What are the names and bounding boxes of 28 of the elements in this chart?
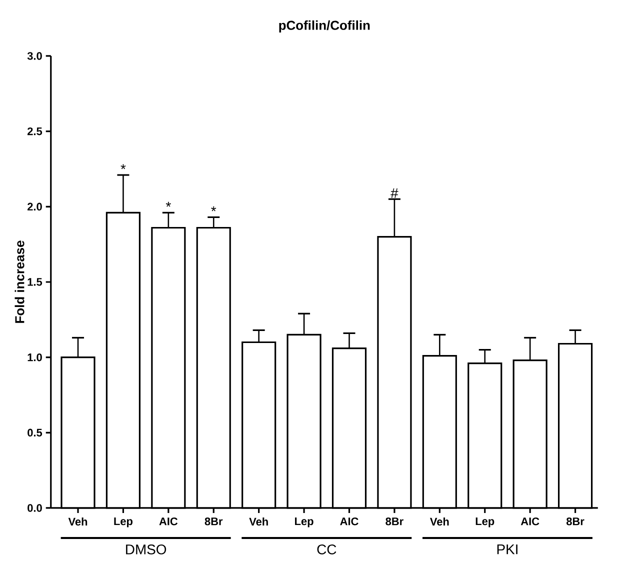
- x-tick-label: 8Br: [566, 518, 584, 526]
- text: DMSO: [126, 544, 166, 554]
- data-label: *: [211, 206, 216, 212]
- x-tick-label: Lep: [295, 518, 314, 528]
- x-tick-label: Lep: [114, 518, 132, 528]
- chart-title: pCofilin/Cofilin: [279, 20, 370, 32]
- y-tick-label: 0.0: [28, 504, 42, 512]
- y-tick-label: 0.5: [28, 428, 42, 437]
- x-tick-label: 8Br: [386, 518, 404, 526]
- y-tick-label: 2.0: [28, 202, 42, 211]
- x-tick-label: AIC: [520, 518, 540, 526]
- data-label: *: [166, 202, 171, 207]
- text: CC: [317, 544, 336, 554]
- x-tick-label: Veh: [430, 518, 449, 526]
- data-label: #: [390, 188, 398, 198]
- x-tick-label: AIC: [159, 518, 178, 526]
- y-tick-label: 1.5: [28, 278, 42, 286]
- x-tick-label: Lep: [476, 518, 494, 528]
- data-label: *: [120, 164, 126, 170]
- x-tick-label: 8Br: [204, 518, 223, 526]
- y-tick-label: 3.0: [27, 52, 42, 60]
- y-axis-title: Fold increase: [14, 240, 24, 323]
- x-tick-label: AIC: [340, 518, 358, 526]
- text: PKI: [497, 544, 518, 554]
- x-tick-label: Veh: [68, 518, 88, 526]
- y-tick-label: 1.0: [28, 353, 42, 362]
- y-tick-label: 2.5: [28, 127, 42, 136]
- x-tick-label: Veh: [249, 518, 268, 526]
